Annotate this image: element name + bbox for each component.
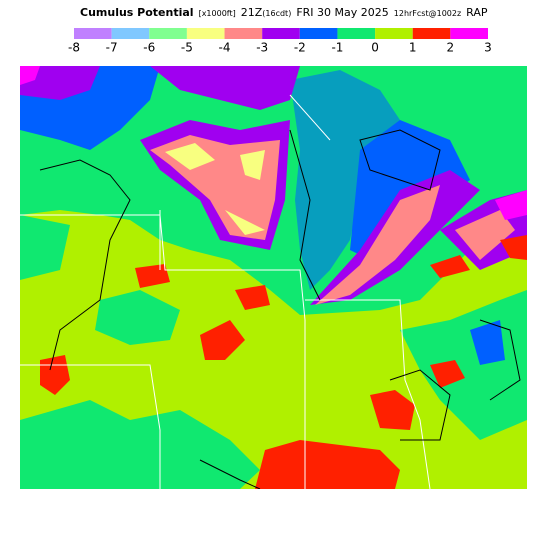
colorbar-label: -3 bbox=[256, 41, 268, 55]
colorbar-segment bbox=[74, 28, 112, 39]
forecast: 12hrFcst@1002z bbox=[394, 9, 461, 18]
colorbar-label: -7 bbox=[106, 41, 118, 55]
colorbar-segment bbox=[412, 28, 451, 39]
field-magenta bbox=[20, 66, 527, 220]
model: RAP bbox=[466, 6, 488, 19]
colorbar-segment bbox=[337, 28, 376, 39]
field-red bbox=[40, 235, 527, 489]
map bbox=[20, 66, 527, 489]
date: FRI 30 May 2025 bbox=[296, 6, 388, 19]
title-main: Cumulus Potential bbox=[80, 6, 194, 19]
local-time: (16cdt) bbox=[262, 9, 291, 18]
colorbar-segment bbox=[375, 28, 413, 39]
colorbar-label: -5 bbox=[181, 41, 193, 55]
colorbar-label: 2 bbox=[447, 41, 455, 55]
colorbar-label: 0 bbox=[371, 41, 379, 55]
valid-time: 21Z bbox=[241, 6, 263, 19]
colorbar-label: 1 bbox=[409, 41, 417, 55]
colorbar-segment bbox=[262, 28, 300, 39]
contours bbox=[39, 129, 521, 489]
colorbar-segment bbox=[450, 28, 488, 39]
colorbar-label: -1 bbox=[331, 41, 343, 55]
colorbar-label: -4 bbox=[219, 41, 231, 55]
colorbar-label: -6 bbox=[143, 41, 155, 55]
colorbar-label: 3 bbox=[484, 41, 492, 55]
colorbar: -8 -7 -6 -5 -4 -3 -2 -1 0 1 2 3 bbox=[68, 28, 492, 55]
state-borders bbox=[20, 94, 431, 489]
colorbar-segment bbox=[149, 28, 187, 39]
colorbar-segment bbox=[186, 28, 225, 39]
title: Cumulus Potential [x1000ft] 21Z(16cdt) FRI … bbox=[80, 6, 488, 19]
field-yellow bbox=[165, 143, 265, 235]
colorbar-segment bbox=[224, 28, 263, 39]
colorbar-label: -2 bbox=[294, 41, 306, 55]
colorbar-segment bbox=[299, 28, 338, 39]
units: [x1000ft] bbox=[199, 9, 236, 18]
colorbar-label: -8 bbox=[68, 41, 80, 55]
colorbar-segment bbox=[111, 28, 150, 39]
